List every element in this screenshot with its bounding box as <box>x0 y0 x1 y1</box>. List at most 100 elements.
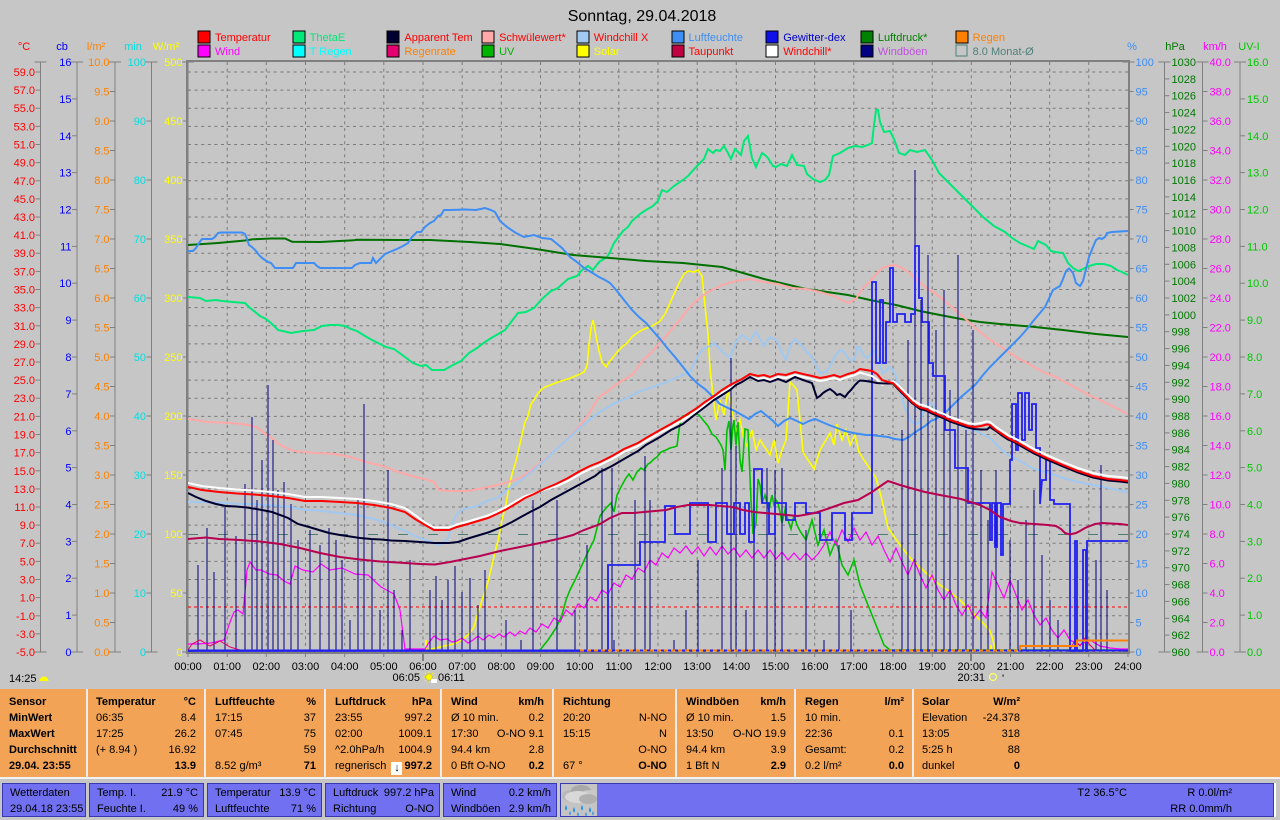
svg-text:34.0: 34.0 <box>1210 146 1231 158</box>
svg-text:1.0: 1.0 <box>20 593 35 605</box>
svg-text:7.0: 7.0 <box>94 234 109 246</box>
svg-text:1014: 1014 <box>1172 192 1196 204</box>
svg-text:16:00: 16:00 <box>801 661 829 673</box>
svg-text:5.5: 5.5 <box>94 323 109 335</box>
svg-text:964: 964 <box>1172 613 1190 625</box>
svg-text:14:00: 14:00 <box>723 661 751 673</box>
svg-text:50: 50 <box>134 352 146 364</box>
svg-text:982: 982 <box>1172 462 1190 474</box>
svg-text:1010: 1010 <box>1172 226 1196 238</box>
svg-text:1: 1 <box>65 610 71 622</box>
svg-text:6.5: 6.5 <box>94 264 109 276</box>
svg-text:hPa: hPa <box>1165 41 1185 53</box>
svg-text:12.0: 12.0 <box>1210 470 1231 482</box>
svg-text:35.0: 35.0 <box>14 285 35 297</box>
svg-text:4.0: 4.0 <box>1247 500 1262 512</box>
svg-text:53.0: 53.0 <box>14 121 35 133</box>
svg-text:Luftfeuchte: Luftfeuchte <box>689 32 743 44</box>
svg-text:12: 12 <box>59 205 71 217</box>
svg-text:4: 4 <box>65 500 71 512</box>
svg-text:25: 25 <box>1136 500 1148 512</box>
svg-text:1008: 1008 <box>1172 242 1196 254</box>
svg-text:0.0: 0.0 <box>1247 647 1262 659</box>
svg-text:36.0: 36.0 <box>1210 116 1231 128</box>
svg-text:40: 40 <box>134 411 146 423</box>
svg-text:7.0: 7.0 <box>1247 389 1262 401</box>
svg-text:17.0: 17.0 <box>14 448 35 460</box>
svg-text:km/h: km/h <box>1203 41 1227 53</box>
svg-text:9.0: 9.0 <box>94 116 109 128</box>
svg-text:27.0: 27.0 <box>14 357 35 369</box>
svg-text:Solar: Solar <box>594 46 620 58</box>
svg-text:37.0: 37.0 <box>14 266 35 278</box>
svg-text:70: 70 <box>134 234 146 246</box>
svg-text:50: 50 <box>170 588 182 600</box>
svg-text:15.0: 15.0 <box>1247 94 1268 106</box>
svg-text:20:31: 20:31 <box>957 672 985 684</box>
svg-text:Wind: Wind <box>215 46 240 58</box>
svg-text:984: 984 <box>1172 445 1190 457</box>
svg-text:12.0: 12.0 <box>1247 205 1268 217</box>
svg-text:04:00: 04:00 <box>331 661 359 673</box>
svg-text:41.0: 41.0 <box>14 230 35 242</box>
svg-text:Apparent Tem: Apparent Tem <box>404 32 472 44</box>
svg-text:28.0: 28.0 <box>1210 234 1231 246</box>
svg-text:13.0: 13.0 <box>1247 168 1268 180</box>
svg-text:22.0: 22.0 <box>1210 323 1231 335</box>
svg-text:0: 0 <box>176 647 182 659</box>
svg-text:992: 992 <box>1172 377 1190 389</box>
svg-text:06:05: 06:05 <box>392 672 420 684</box>
svg-text:cb: cb <box>56 41 68 53</box>
svg-text:06:11: 06:11 <box>438 672 465 684</box>
svg-text:21.0: 21.0 <box>14 411 35 423</box>
svg-text:1018: 1018 <box>1172 158 1196 170</box>
svg-text:Temperatur: Temperatur <box>215 32 271 44</box>
svg-text:13.0: 13.0 <box>14 484 35 496</box>
svg-text:95: 95 <box>1136 87 1148 99</box>
svg-text:980: 980 <box>1172 478 1190 490</box>
svg-text:03:00: 03:00 <box>292 661 320 673</box>
svg-text:32.0: 32.0 <box>1210 175 1231 187</box>
svg-text:1.5: 1.5 <box>94 559 109 571</box>
svg-text:10: 10 <box>59 278 71 290</box>
svg-text:38.0: 38.0 <box>1210 87 1231 99</box>
svg-text:40: 40 <box>1136 411 1148 423</box>
svg-text:990: 990 <box>1172 394 1190 406</box>
svg-text:55.0: 55.0 <box>14 103 35 115</box>
svg-text:970: 970 <box>1172 563 1190 575</box>
svg-text:0.0: 0.0 <box>94 647 109 659</box>
svg-text:33.0: 33.0 <box>14 303 35 315</box>
svg-text:Windchill*: Windchill* <box>783 46 832 58</box>
svg-text:05:00: 05:00 <box>370 661 398 673</box>
svg-text:5.0: 5.0 <box>94 352 109 364</box>
svg-text:10: 10 <box>1136 588 1148 600</box>
svg-text:11.0: 11.0 <box>1247 241 1268 253</box>
svg-text:1.0: 1.0 <box>94 588 109 600</box>
svg-text:300: 300 <box>164 293 182 305</box>
svg-text:90: 90 <box>134 116 146 128</box>
svg-text:45.0: 45.0 <box>14 194 35 206</box>
svg-text:50: 50 <box>1136 352 1148 364</box>
svg-text:1.0: 1.0 <box>1247 610 1262 622</box>
svg-text:9.0: 9.0 <box>1247 315 1262 327</box>
svg-text:60: 60 <box>134 293 146 305</box>
svg-text:14:25: 14:25 <box>9 673 37 685</box>
svg-text:988: 988 <box>1172 411 1190 423</box>
svg-text:59.0: 59.0 <box>14 67 35 79</box>
svg-text:90: 90 <box>1136 116 1148 128</box>
svg-text:18.0: 18.0 <box>1210 382 1231 394</box>
svg-text:8.0 Monat-Ø: 8.0 Monat-Ø <box>973 46 1035 58</box>
svg-text:15: 15 <box>1136 559 1148 571</box>
svg-text:W/m²: W/m² <box>153 41 180 53</box>
svg-text:00:00: 00:00 <box>174 661 202 673</box>
svg-text:23.0: 23.0 <box>14 393 35 405</box>
svg-text:20.0: 20.0 <box>1210 352 1231 364</box>
svg-text:02:00: 02:00 <box>253 661 281 673</box>
svg-text:0.0: 0.0 <box>1210 647 1225 659</box>
svg-text:19:00: 19:00 <box>918 661 946 673</box>
svg-text:20:00: 20:00 <box>958 661 986 673</box>
svg-text:29.0: 29.0 <box>14 339 35 351</box>
svg-text:47.0: 47.0 <box>14 176 35 188</box>
svg-text:976: 976 <box>1172 512 1190 524</box>
svg-text:13: 13 <box>59 168 71 180</box>
